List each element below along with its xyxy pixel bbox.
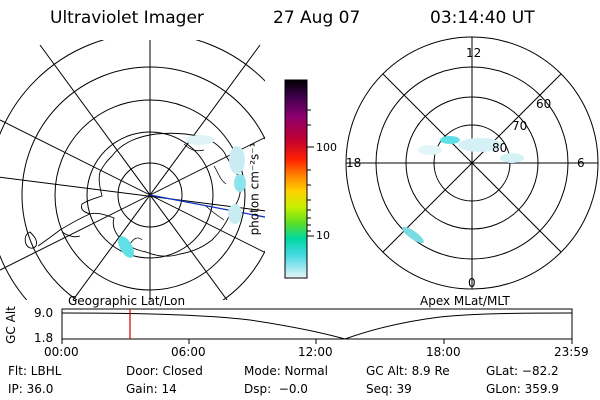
- status-mode: Mode: Normal: [244, 364, 328, 378]
- mlat-label-70: 70: [512, 119, 528, 133]
- apex-uv-emission: [402, 136, 524, 244]
- status-door: Door: Closed: [126, 364, 203, 378]
- observation-date: 27 Aug 07: [273, 8, 361, 28]
- mlt-label-0: 0: [468, 276, 476, 290]
- apex-map: [345, 36, 599, 290]
- status-gc-alt: GC Alt: 8.9 Re: [366, 364, 450, 378]
- timeline-xtick-1800: 18:00: [426, 345, 461, 359]
- timeline-ytick-bottom: 1.8: [34, 331, 54, 345]
- mlt-label-6: 6: [577, 156, 585, 170]
- uv-emission: [118, 135, 246, 258]
- status-glon: GLon: 359.9: [486, 382, 559, 396]
- instrument-title: Ultraviolet Imager: [50, 8, 204, 28]
- colorbar-tick-10: 10: [316, 229, 330, 242]
- colorbar-unit-label: photon cm⁻²s⁻¹: [247, 142, 262, 236]
- timeline-xtick-2359: 23:59: [554, 345, 589, 359]
- status-gain: Gain: 14: [126, 382, 177, 396]
- status-filter: Flt: LBHL: [8, 364, 62, 378]
- geographic-panel-label: Geographic Lat/Lon: [68, 294, 186, 308]
- geographic-map: [0, 40, 265, 300]
- mlt-label-12: 12: [466, 46, 482, 60]
- timeline-ytick-top: 9.0: [34, 306, 54, 320]
- colorbar-tick-100: 100: [316, 141, 337, 154]
- ice-shelf-detail: [129, 143, 227, 245]
- antarctic-peninsula: [37, 213, 91, 247]
- status-dsp: Dsp: −0.0: [244, 382, 308, 396]
- terminator-line: [149, 194, 265, 218]
- apex-mlt-line-diag: [382, 73, 562, 253]
- colorbar-ticks: [307, 109, 314, 237]
- mlat-label-60: 60: [536, 97, 552, 111]
- timeline-ylabel: GC Alt: [3, 306, 18, 344]
- mlt-label-18: 18: [346, 156, 362, 170]
- observation-time: 03:14:40 UT: [430, 8, 535, 28]
- timeline-frame: [61, 308, 573, 340]
- mlat-label-80: 80: [492, 141, 508, 155]
- timeline-xtick-1200: 12:00: [298, 345, 333, 359]
- status-glat: GLat: −82.2: [486, 364, 559, 378]
- status-seq: Seq: 39: [366, 382, 412, 396]
- colorbar-gradient: [284, 79, 308, 279]
- timeline-xtick-0000: 00:00: [44, 345, 79, 359]
- status-ip: IP: 36.0: [8, 382, 54, 396]
- gc-altitude-curve: [61, 312, 573, 340]
- antarctica-coastline: [81, 132, 241, 257]
- south-america-coastline: [24, 231, 37, 249]
- apex-panel-label: Apex MLat/MLT: [420, 294, 510, 308]
- timeline-ticks: [61, 339, 573, 344]
- timeline-xtick-0600: 06:00: [171, 345, 206, 359]
